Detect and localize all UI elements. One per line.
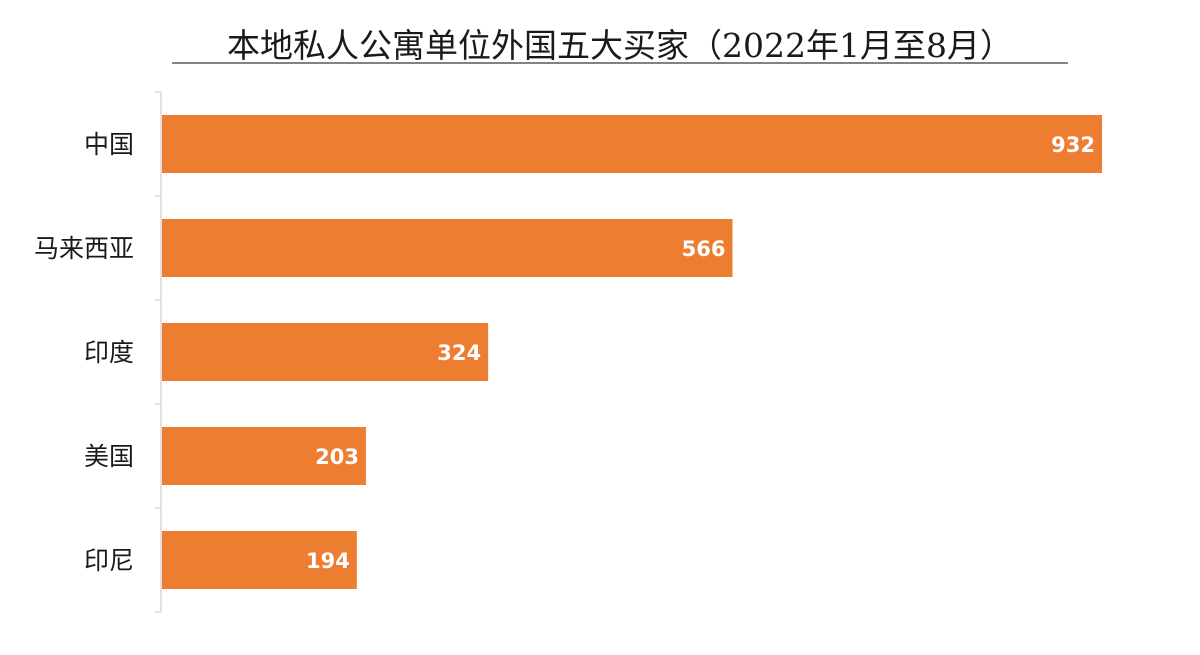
category-label: 印度 [84,338,134,367]
chart-title: 本地私人公寓单位外国五大买家（2022年1月至8月） [227,26,1013,65]
bar-series [162,115,1102,589]
bar [162,531,357,589]
category-label: 马来西亚 [34,234,134,263]
category-label: 印尼 [84,546,134,575]
category-axis [155,91,162,613]
data-labels: 932 566 324 203 194 [306,133,1095,573]
data-label: 566 [682,237,726,261]
data-label: 194 [306,549,350,573]
bar [162,115,1102,173]
category-label: 美国 [84,442,134,471]
bar [162,323,489,381]
data-label: 203 [315,445,359,469]
data-label: 932 [1051,133,1095,157]
data-label: 324 [437,341,481,365]
bar [162,427,366,485]
category-label: 中国 [84,130,134,159]
bar [162,219,733,277]
